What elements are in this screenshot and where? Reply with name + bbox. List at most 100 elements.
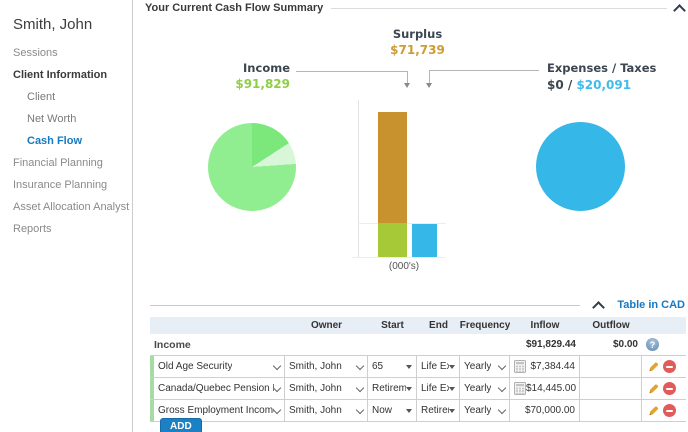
sidebar-item-client[interactable]: Client: [27, 91, 56, 103]
sidebar: Smith, John Sessions Client Information …: [0, 0, 133, 432]
header-frequency: Frequency: [460, 320, 510, 331]
bar-chart-units-label: (000's): [388, 261, 420, 272]
end-select[interactable]: Life Exp: [417, 356, 460, 377]
income-connector-stem: [407, 71, 408, 83]
income-section-label: Income: [154, 338, 191, 351]
header-outflow: Outflow: [592, 320, 630, 331]
expenses-value: $0: [547, 78, 564, 92]
page-title: Your Current Cash Flow Summary: [145, 2, 324, 14]
delete-icon[interactable]: [663, 404, 676, 417]
edit-icon[interactable]: [646, 360, 659, 373]
income-consumed-bar: [378, 223, 407, 257]
edit-icon[interactable]: [646, 404, 659, 417]
expenses-taxes-label: Expenses / Taxes: [547, 61, 657, 75]
triangle-down-icon: [406, 364, 412, 369]
start-select[interactable]: Now: [368, 400, 417, 421]
chevron-down-icon: [355, 405, 365, 414]
outflow-cell: [580, 400, 642, 421]
sidebar-item-sessions[interactable]: Sessions: [13, 47, 58, 59]
header-divider: [331, 7, 667, 9]
income-value: $91,829: [235, 77, 290, 91]
expenses-arrow-down-icon: [426, 83, 432, 88]
delete-icon[interactable]: [663, 382, 676, 395]
edit-icon[interactable]: [646, 382, 659, 395]
calculator-icon[interactable]: [514, 382, 526, 395]
sidebar-item-reports[interactable]: Reports: [13, 223, 52, 235]
sidebar-item-cash-flow[interactable]: Cash Flow: [27, 135, 83, 147]
table-section-header: Table in CAD: [150, 297, 685, 314]
income-connector-line: [296, 71, 407, 72]
client-name: Smith, John: [13, 16, 93, 33]
chevron-down-icon: [497, 405, 507, 414]
income-inflow-total: $91,829.44: [525, 339, 576, 350]
delete-icon[interactable]: [663, 360, 676, 373]
chevron-down-icon: [355, 361, 365, 370]
sidebar-item-asset-allocation-analyst[interactable]: Asset Allocation Analyst: [13, 201, 130, 213]
taxes-value: $20,091: [576, 78, 632, 92]
chevron-down-icon: [272, 383, 282, 392]
chevron-down-icon: [355, 383, 365, 392]
end-select[interactable]: Life Exp: [417, 378, 460, 399]
bar-chart-baseline: [352, 257, 446, 258]
chevron-down-icon: [497, 361, 507, 370]
collapse-summary-icon[interactable]: [673, 3, 686, 17]
collapse-table-icon[interactable]: [592, 300, 606, 314]
help-icon[interactable]: ?: [646, 338, 659, 351]
chevron-down-icon: [272, 405, 282, 414]
sidebar-item-financial-planning[interactable]: Financial Planning: [13, 157, 103, 169]
bar-chart-y-axis: [358, 100, 359, 258]
owner-select[interactable]: Smith, John: [285, 378, 368, 399]
table-row: Canada/Quebec Pension Plan Smith, John R…: [150, 377, 686, 399]
income-type-select[interactable]: Canada/Quebec Pension Plan: [150, 378, 285, 399]
expenses-connector-stem: [429, 70, 430, 83]
header-inflow: Inflow: [530, 320, 560, 331]
income-arrow-down-icon: [404, 83, 410, 88]
inflow-cell: $14,445.00: [510, 378, 580, 399]
income-label: Income: [243, 61, 290, 75]
table-header-row: Owner Start End Frequency Inflow Outflow: [150, 317, 686, 334]
summary-section-header: Your Current Cash Flow Summary: [145, 0, 686, 17]
surplus-value: $71,739: [390, 43, 445, 57]
calculator-icon[interactable]: [514, 360, 526, 373]
surplus-label: Surplus: [392, 27, 443, 41]
table-in-cad-link[interactable]: Table in CAD: [617, 299, 685, 311]
expenses-taxes-pie-chart: [536, 122, 625, 211]
surplus-bar: [378, 112, 407, 223]
inflow-cell: $70,000.00: [510, 400, 580, 421]
frequency-select[interactable]: Yearly: [460, 356, 510, 377]
sidebar-item-client-information[interactable]: Client Information: [13, 69, 108, 81]
owner-select[interactable]: Smith, John: [285, 400, 368, 421]
header-owner: Owner: [310, 320, 343, 331]
inflow-cell: $7,384.44: [510, 356, 580, 377]
chevron-down-icon: [272, 361, 282, 370]
frequency-select[interactable]: Yearly: [460, 400, 510, 421]
table-row: Gross Employment Income Smith, John Now …: [150, 399, 686, 422]
frequency-select[interactable]: Yearly: [460, 378, 510, 399]
triangle-down-icon: [406, 408, 412, 413]
taxes-bar: [412, 224, 437, 257]
inflow-value: $14,445.00: [526, 383, 577, 394]
add-button[interactable]: ADD: [160, 418, 202, 432]
inflow-value: $70,000.00: [524, 405, 575, 416]
expenses-taxes-separator: /: [563, 78, 577, 92]
start-select[interactable]: 65: [368, 356, 417, 377]
income-pie-chart: [208, 123, 296, 211]
outflow-cell: [580, 378, 642, 399]
owner-select[interactable]: Smith, John: [285, 356, 368, 377]
outflow-cell: [580, 356, 642, 377]
triangle-down-icon: [449, 386, 455, 391]
cash-flow-table: Owner Start End Frequency Inflow Outflow…: [150, 317, 686, 422]
sidebar-item-insurance-planning[interactable]: Insurance Planning: [13, 179, 108, 191]
triangle-down-icon: [406, 386, 412, 391]
sidebar-item-net-worth[interactable]: Net Worth: [27, 113, 77, 125]
income-type-select[interactable]: Gross Employment Income: [150, 400, 285, 421]
start-select[interactable]: Retirem: [368, 378, 417, 399]
income-type-select[interactable]: Old Age Security: [150, 356, 285, 377]
triangle-down-icon: [449, 408, 455, 413]
inflow-value: $7,384.44: [530, 361, 576, 372]
income-outflow-total: $0.00: [612, 339, 638, 350]
chevron-down-icon: [497, 383, 507, 392]
table-row: Old Age Security Smith, John 65 Life Exp…: [150, 355, 686, 377]
end-select[interactable]: Retirem: [417, 400, 460, 421]
